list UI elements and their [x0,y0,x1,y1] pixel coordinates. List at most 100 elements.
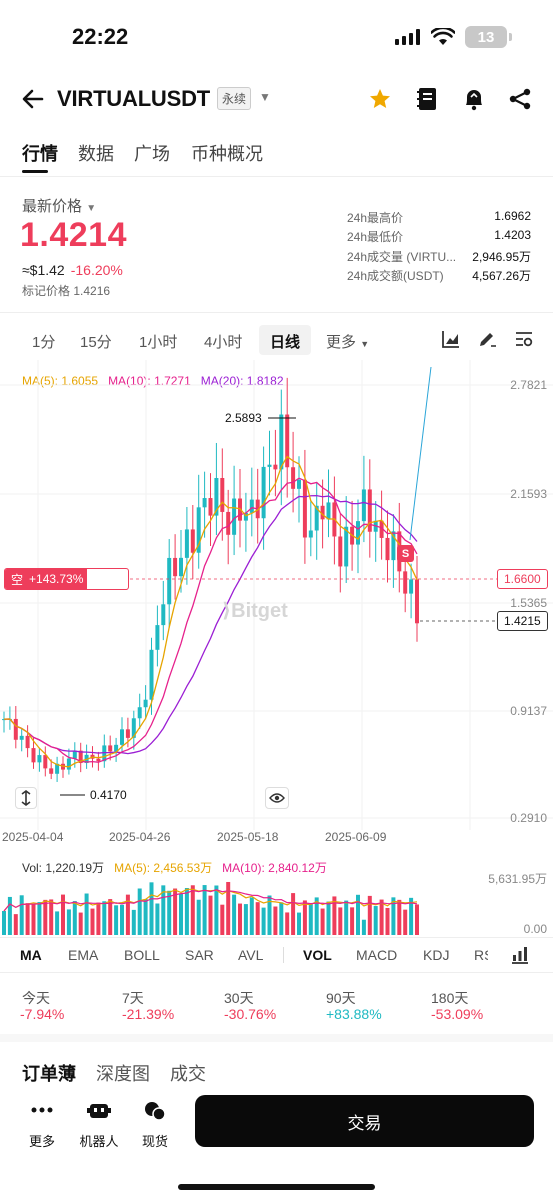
candle-body [202,498,207,508]
share-icon[interactable] [507,86,533,112]
candle-body [249,499,254,513]
tab-market[interactable]: 行情 [22,144,58,164]
volume-bar [403,909,408,935]
trade-button[interactable]: 交易 [195,1095,534,1147]
perpetual-tag: 永续 [217,87,252,110]
low-annotation: 0.4170 [90,788,127,802]
indicator-macd[interactable]: MACD [356,947,398,963]
candle-body [273,464,278,470]
candle-body [78,750,83,764]
stat-label: 24h最高价 [347,211,404,225]
tab-trades[interactable]: 成交 [170,1064,206,1084]
volume-bar [120,904,124,935]
x-axis-label: 2025-06-09 [325,830,387,844]
volume-bar [397,899,402,935]
chart-settings-icon[interactable] [514,329,534,354]
indicator-rsi[interactable]: RS [474,947,488,963]
volume-bar [13,914,18,935]
home-indicator [178,1184,375,1190]
volume-bar [96,902,101,935]
alert-bell-icon[interactable] [461,86,487,112]
short-position-tag[interactable]: 空 +143.73% [4,568,129,590]
volume-bar [167,890,172,935]
candle-body [232,498,237,535]
latest-price-label[interactable]: 最新价格 ▼ [22,198,97,215]
indicator-avl[interactable]: AVL [238,947,264,963]
indicator-vol[interactable]: VOL [303,947,332,963]
volume-bar [373,906,378,935]
signal-icon [395,29,420,45]
volume-bar [214,885,219,935]
symbol-dropdown-icon[interactable]: ▼ [259,90,271,104]
volume-bar [273,906,278,935]
candle-body [361,489,366,522]
candle-body [55,763,60,774]
divider [0,312,553,313]
chart-type-icon[interactable] [441,329,461,354]
eye-icon[interactable] [265,787,289,809]
volume-bar [137,888,142,935]
volume-bar [131,909,136,935]
stat-label: 24h成交额(USDT) [347,269,444,283]
divider [0,937,553,938]
indicator-boll[interactable]: BOLL [124,947,160,963]
stat-label: 24h成交量 (VIRTU... [347,250,457,264]
drawn-trendline[interactable] [409,366,432,541]
volume-bar [379,899,384,935]
candle-body [326,502,331,520]
candle-body [385,537,390,561]
indicator-ema[interactable]: EMA [68,947,99,963]
star-icon[interactable] [367,86,393,112]
symbol-title[interactable]: VIRTUALUSDT [57,86,211,111]
more-button[interactable]: 更多 [17,1100,67,1150]
interval-more[interactable]: 更多 ▼ [326,334,370,351]
volume-bar [350,907,355,935]
indicator-kdj[interactable]: KDJ [423,947,450,963]
tab-orderbook[interactable]: 订单薄 [22,1064,76,1084]
bot-button[interactable]: 机器人 [74,1100,124,1150]
tab-square[interactable]: 广场 [134,144,170,164]
sell-marker[interactable]: S [397,545,414,562]
volume-bar [297,912,301,935]
volume-bar [196,899,201,935]
perf-value: -53.09% [431,1006,484,1022]
ma10-line [3,477,418,763]
volume-bar [102,901,107,935]
vertical-resize-icon[interactable] [15,787,37,809]
interval-1d[interactable]: 日线 [270,334,301,351]
spot-button[interactable]: 现货 [130,1100,180,1150]
tab-data[interactable]: 数据 [78,144,114,164]
volume-bar [66,909,71,935]
candlestick-chart[interactable] [0,360,553,830]
volume-bar [232,894,237,935]
indicator-sar[interactable]: SAR [185,947,214,963]
perf-label: 7天 [122,990,144,1006]
interval-1m[interactable]: 1分 [32,334,56,351]
draw-tool-icon[interactable] [477,329,497,354]
candle-body [31,748,36,763]
vol-axis-label: 5,631.95万 [488,872,547,886]
tab-underline [22,170,48,173]
indicator-ma[interactable]: MA [20,947,42,963]
status-time: 22:22 [72,24,129,49]
tab-depth[interactable]: 深度图 [96,1064,150,1084]
volume-bar [267,895,272,935]
perf-label: 今天 [22,990,50,1006]
volume-bar [314,897,319,935]
volume-bar [261,907,266,935]
book-icon[interactable] [414,86,440,112]
tab-coin-overview[interactable]: 币种概况 [191,144,263,164]
interval-4h[interactable]: 4小时 [204,334,243,351]
interval-1h[interactable]: 1小时 [139,334,178,351]
candle-body [184,529,189,558]
interval-15m[interactable]: 15分 [80,334,112,351]
candle-body [190,529,195,553]
candle-body [96,758,101,762]
candle-body [143,699,148,708]
back-arrow-icon[interactable] [22,86,44,117]
x-axis-label: 2025-04-04 [2,830,64,844]
volume-bar [338,907,343,935]
indicator-settings-icon[interactable] [510,945,530,970]
candle-body [25,735,30,749]
volume-bar [320,908,325,935]
